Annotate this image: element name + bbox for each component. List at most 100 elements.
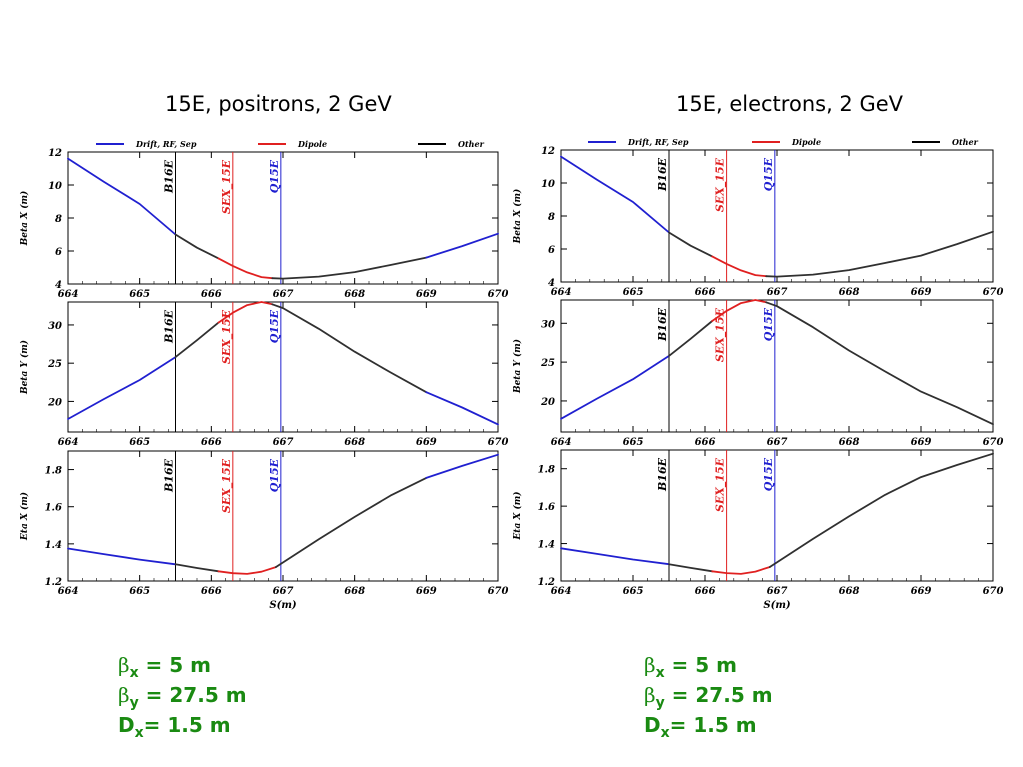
- series-line-other: [271, 256, 428, 280]
- y-axis-label: Eta X (m): [512, 491, 523, 540]
- series-line-drift: [67, 157, 177, 236]
- panel-title-positrons: 15E, positrons, 2 GeV: [165, 92, 392, 116]
- x-tick-label: 667: [767, 287, 788, 298]
- x-tick-label: 664: [58, 586, 79, 597]
- legend-label: Drift, RF, Sep: [627, 137, 689, 147]
- marker-label: B16E: [656, 457, 669, 492]
- plot-frame: [67, 301, 499, 433]
- legend-label: Other: [952, 137, 979, 147]
- x-tick-label: 666: [695, 287, 716, 298]
- y-tick-label: 6: [55, 247, 62, 258]
- series-line-other: [274, 477, 428, 568]
- y-axis-label: Beta X (m): [512, 189, 523, 245]
- marker-label: B16E: [163, 309, 176, 344]
- plot-beta-x: 664 665 666 667 668 669 670 4 6 8 10 12 Beta X (m) B1…: [19, 148, 508, 300]
- y-tick-label: 1.2: [538, 577, 555, 588]
- series-line-other: [668, 231, 714, 258]
- marker-label: B16E: [163, 159, 176, 194]
- series-line-drift: [67, 547, 177, 566]
- series-line-other: [765, 301, 994, 426]
- x-tick-label: 664: [551, 586, 572, 597]
- x-tick-label: 669: [911, 437, 932, 448]
- marker-label: SEX_15E: [714, 457, 728, 512]
- y-tick-label: 30: [541, 319, 555, 330]
- y-tick-label: 4: [548, 278, 555, 289]
- series-line-drift: [560, 155, 670, 234]
- x-tick-label: 669: [911, 586, 932, 597]
- y-tick-label: 1.4: [538, 540, 555, 551]
- x-tick-label: 668: [839, 287, 860, 298]
- y-axis-label: Beta Y (m): [512, 339, 523, 394]
- series-line-dipole: [711, 255, 768, 278]
- panel-title-electrons: 15E, electrons, 2 GeV: [676, 92, 904, 116]
- y-tick-label: 1.8: [538, 465, 555, 476]
- series-line-dipole: [217, 301, 274, 324]
- y-axis-label: Beta X (m): [19, 191, 30, 247]
- marker-label: SEX_15E: [714, 307, 728, 362]
- x-tick-label: 667: [273, 586, 294, 597]
- series-line-other: [765, 230, 994, 278]
- x-tick-label: 667: [767, 586, 788, 597]
- legend-label: Dipole: [297, 139, 327, 149]
- marker-label: SEX_15E: [220, 458, 234, 513]
- y-tick-label: 10: [48, 181, 62, 192]
- marker-label: Q15E: [762, 307, 775, 341]
- x-tick-label: 669: [416, 437, 437, 448]
- series-line-dipole: [711, 566, 771, 575]
- marker-label: Q15E: [268, 309, 281, 343]
- legend-label: Other: [458, 139, 485, 149]
- x-tick-label: 668: [344, 586, 365, 597]
- y-tick-label: 1.6: [45, 503, 62, 514]
- marker-label: Q15E: [762, 157, 775, 191]
- param-block-positrons: βx = 5 m βy = 27.5 m Dx= 1.5 m: [118, 652, 247, 742]
- marker-label: Q15E: [762, 457, 775, 491]
- x-tick-label: 670: [983, 437, 1004, 448]
- marker-label: Q15E: [268, 159, 281, 193]
- x-tick-label: 668: [839, 586, 860, 597]
- marker-label: B16E: [656, 157, 669, 192]
- x-tick-label: 665: [129, 437, 150, 448]
- x-tick-label: 669: [416, 586, 437, 597]
- x-tick-label: 669: [416, 289, 437, 300]
- param-beta-y: βy = 27.5 m: [644, 683, 773, 711]
- x-tick-label: 668: [344, 289, 365, 300]
- plot-beta-y: 664 665 666 667 668 669 670 20 25 30 Beta Y (m) B16…: [19, 301, 509, 448]
- param-beta-x: βx = 5 m: [644, 653, 737, 681]
- series-line-other: [174, 233, 220, 260]
- x-tick-label: 669: [911, 287, 932, 298]
- marker-label: Q15E: [268, 458, 281, 492]
- x-tick-label: 664: [58, 437, 79, 448]
- plot-frame: [67, 151, 499, 285]
- x-tick-label: 665: [623, 586, 644, 597]
- x-tick-label: 668: [839, 437, 860, 448]
- series-line-other: [668, 320, 714, 357]
- x-tick-label: 670: [488, 289, 509, 300]
- param-dispersion-x: Dx= 1.5 m: [644, 713, 757, 741]
- x-tick-label: 670: [488, 437, 509, 448]
- plot-frame: [560, 299, 994, 433]
- marker-label: B16E: [163, 458, 176, 493]
- y-tick-label: 10: [541, 179, 555, 190]
- y-tick-label: 1.2: [45, 577, 62, 588]
- y-axis-label: Eta X (m): [19, 492, 30, 541]
- series-line-other: [174, 563, 220, 573]
- x-tick-label: 670: [983, 586, 1004, 597]
- series-line-drift: [425, 232, 499, 259]
- param-beta-y: βy = 27.5 m: [118, 683, 247, 711]
- marker-label: SEX_15E: [714, 157, 728, 212]
- y-tick-label: 20: [47, 397, 62, 408]
- plot-eta-x: 664 665 666 667 668 669 670 1.2 1.4 1.6 1.8 Eta X (…: [512, 449, 1004, 611]
- x-tick-label: 665: [623, 287, 644, 298]
- y-tick-label: 1.8: [45, 466, 62, 477]
- y-tick-label: 8: [548, 212, 555, 223]
- y-tick-label: 1.4: [45, 540, 62, 551]
- series-line-dipole: [711, 299, 768, 322]
- plot-beta-y: 664 665 666 667 668 669 670 20 25 30 Beta Y (m) B16…: [512, 299, 1004, 448]
- x-tick-label: 666: [695, 586, 716, 597]
- plot-beta-x: 664 665 666 667 668 669 670 4 6 8 10 12 Beta X (m) B1…: [512, 146, 1003, 298]
- x-tick-label: 665: [129, 289, 150, 300]
- x-tick-label: 664: [551, 287, 572, 298]
- param-dispersion-x: Dx= 1.5 m: [118, 713, 231, 741]
- y-tick-label: 12: [541, 146, 555, 157]
